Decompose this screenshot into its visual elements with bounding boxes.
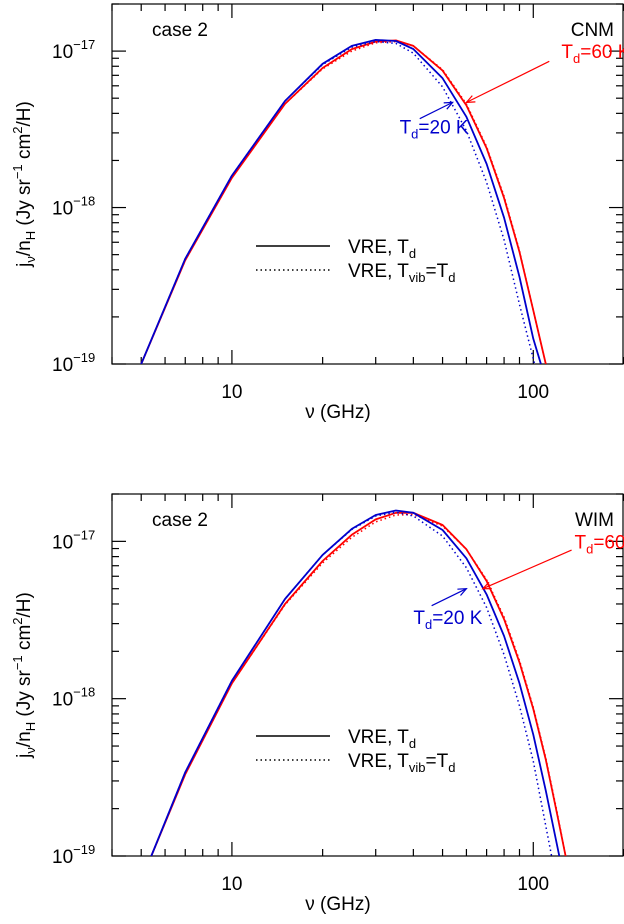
- annotation-label: Td=60 K: [574, 532, 624, 556]
- arrowhead: [457, 588, 468, 596]
- annotation-arrow: [482, 549, 572, 590]
- plot-frame: [111, 3, 624, 365]
- x-tick-label: 10: [221, 874, 242, 895]
- series-line-1: [150, 511, 567, 856]
- series-group: [150, 509, 567, 856]
- annotation-label: Td=20 K: [400, 117, 469, 141]
- y-tick-label: 10−18: [52, 685, 95, 711]
- annotation-label: Td=60 K: [561, 42, 624, 66]
- y-tick-label: 10−18: [52, 194, 95, 220]
- annotation-arrow: [431, 588, 467, 607]
- x-axis-label: ν (GHz): [305, 402, 370, 423]
- y-tick-label: 10−17: [52, 37, 95, 63]
- legend-label: VRE, Td: [348, 727, 416, 751]
- annotation-2: Td=20 K: [400, 101, 469, 141]
- annotation-1: Td=60 K: [465, 42, 624, 104]
- region-label: WIM: [575, 510, 614, 531]
- legend-label: VRE, Td: [348, 237, 416, 261]
- series-group: [140, 39, 547, 364]
- series-line-2: [140, 40, 547, 364]
- arrowhead: [443, 101, 454, 110]
- series-line-3: [150, 509, 561, 856]
- y-tick-label: 10−19: [52, 842, 95, 868]
- series-line-1: [140, 39, 547, 364]
- arrowhead: [465, 95, 476, 104]
- y-tick-label: 10−19: [52, 350, 95, 376]
- x-axis-label: ν (GHz): [305, 894, 370, 915]
- series-line-3: [140, 39, 542, 364]
- chart-panel-2: 10 100 10−17 10−18 10−19 ν (GHz) jν/nH (Jy sr−…: [10, 493, 624, 915]
- annotation-2: Td=20 K: [413, 588, 483, 632]
- y-axis-label: jν/nH (Jy sr−1 cm2/H): [10, 592, 38, 759]
- panel-label: case 2: [152, 20, 208, 41]
- x-tick-label: 10: [221, 382, 242, 403]
- chart-panel-1: 10 100 10−17 10−18 10−19 ν (GHz) jν/nH (Jy sr−…: [10, 3, 624, 423]
- series-line-4: [150, 511, 553, 856]
- annotation-arrow: [419, 101, 453, 120]
- y-axis-label: jν/nH (Jy sr−1 cm2/H): [10, 101, 38, 268]
- legend-label: VRE, Tvib=Td: [348, 261, 455, 285]
- panel-label: case 2: [152, 510, 208, 531]
- region-label: CNM: [571, 20, 614, 41]
- series-line-2: [150, 513, 567, 856]
- x-tick-label: 100: [517, 874, 549, 895]
- legend-label: VRE, Tvib=Td: [348, 751, 455, 775]
- y-tick-label: 10−17: [52, 527, 95, 553]
- annotation-1: Td=60 K: [481, 532, 624, 590]
- series-line-4: [140, 40, 536, 364]
- x-tick-label: 100: [517, 382, 549, 403]
- annotation-arrow: [466, 60, 550, 103]
- arrowhead: [481, 581, 492, 590]
- annotation-label: Td=20 K: [413, 608, 482, 632]
- plot-frame: [111, 493, 624, 857]
